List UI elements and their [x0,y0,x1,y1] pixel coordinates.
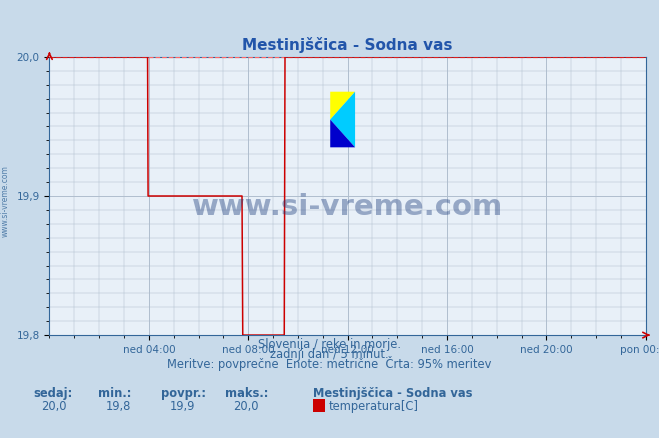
Text: 20,0: 20,0 [233,399,259,413]
Title: Mestinjščica - Sodna vas: Mestinjščica - Sodna vas [243,37,453,53]
Text: 20,0: 20,0 [41,399,67,413]
Text: povpr.:: povpr.: [161,387,206,400]
Polygon shape [330,92,355,120]
Text: www.si-vreme.com: www.si-vreme.com [1,166,10,237]
Text: Slovenija / reke in morje.: Slovenija / reke in morje. [258,338,401,351]
Polygon shape [330,92,355,147]
Text: maks.:: maks.: [225,387,269,400]
Text: 19,8: 19,8 [105,399,131,413]
Text: Meritve: povprečne  Enote: metrične  Črta: 95% meritev: Meritve: povprečne Enote: metrične Črta:… [167,357,492,371]
Text: 19,9: 19,9 [169,399,195,413]
Polygon shape [330,120,355,147]
Text: min.:: min.: [98,387,131,400]
Text: zadnji dan / 5 minut.: zadnji dan / 5 minut. [270,348,389,361]
Text: www.si-vreme.com: www.si-vreme.com [192,193,503,221]
Text: Mestinjščica - Sodna vas: Mestinjščica - Sodna vas [313,387,473,400]
Text: temperatura[C]: temperatura[C] [328,399,418,413]
Text: sedaj:: sedaj: [33,387,72,400]
